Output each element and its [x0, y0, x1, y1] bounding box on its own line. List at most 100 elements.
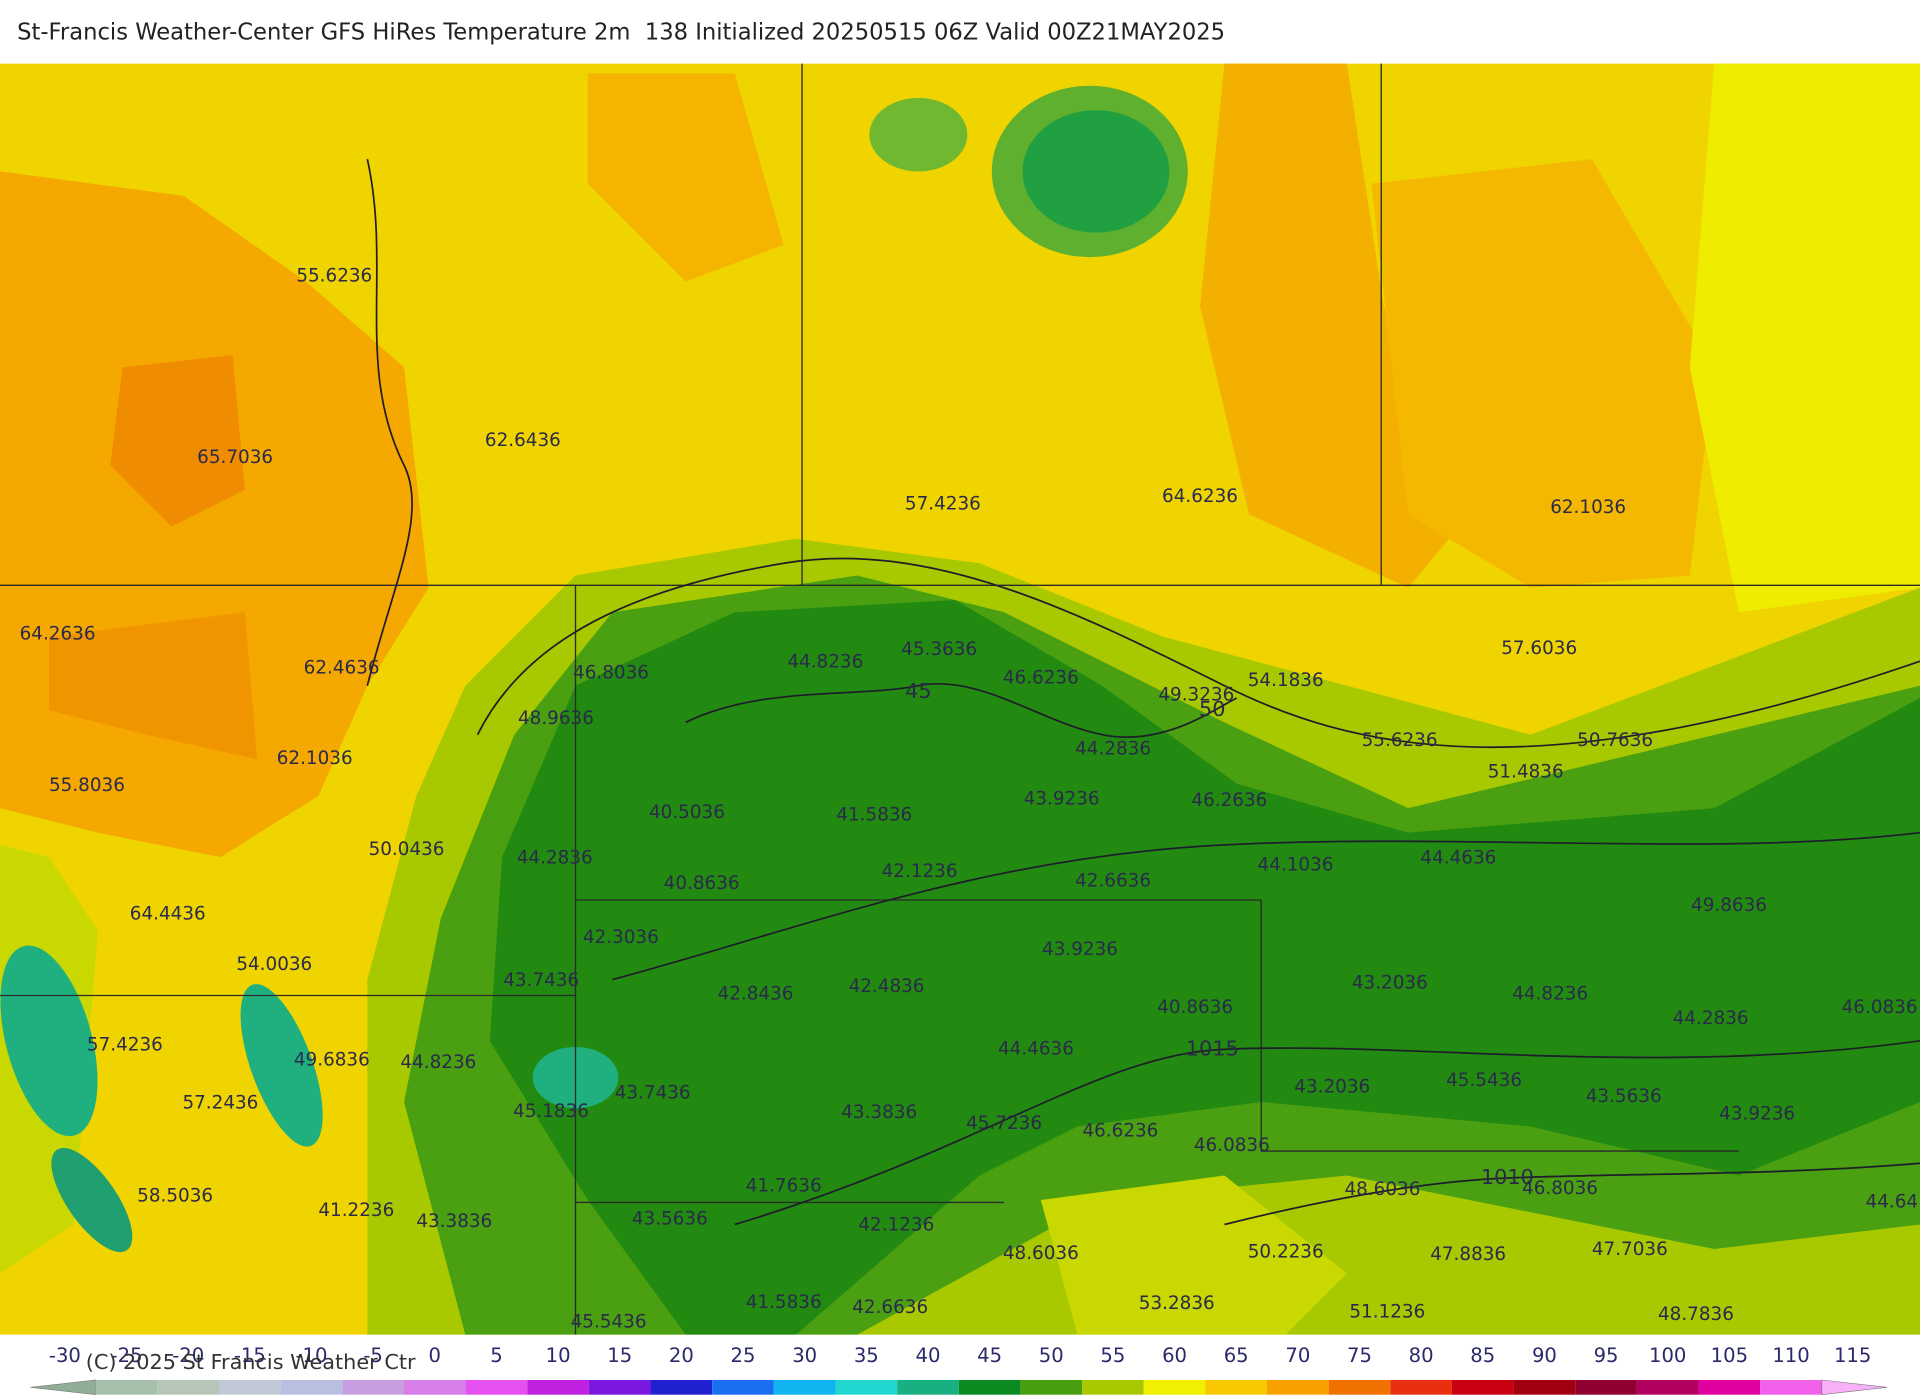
contour — [1224, 1162, 1920, 1226]
contour — [366, 159, 413, 686]
temperature-label: 45.5436 — [1446, 1070, 1522, 1091]
colorbar-segment — [1698, 1380, 1761, 1395]
temperature-label: 62.1036 — [277, 748, 353, 769]
colorbar-tick-label: -5 — [363, 1344, 383, 1367]
temperature-label: 42.6636 — [1075, 871, 1151, 892]
temperature-label: 41.2236 — [318, 1200, 394, 1221]
colorbar-segment — [1020, 1380, 1083, 1395]
temperature-label: 42.3036 — [583, 927, 659, 948]
colorbar-tick-label: 90 — [1532, 1344, 1557, 1367]
temperature-label: 44.2836 — [1673, 1008, 1749, 1029]
temperature-label: 41.5836 — [746, 1292, 822, 1313]
colorbar-tick-label: 110 — [1772, 1344, 1809, 1367]
temperature-label: 45.5436 — [571, 1311, 647, 1332]
colorbar-segment — [95, 1380, 158, 1395]
colorbar-tick-label: 15 — [607, 1344, 632, 1367]
temperature-label: 62.6436 — [485, 430, 561, 451]
temperature-label: 42.4836 — [849, 976, 925, 997]
temperature-label: 44.8236 — [400, 1052, 476, 1073]
colorbar-tick-label: 40 — [915, 1344, 940, 1367]
temperature-label: 50.7636 — [1577, 730, 1653, 751]
title: St-Francis Weather-Center GFS HiRes Temp… — [17, 20, 1225, 46]
temperature-label: 43.2036 — [1352, 972, 1428, 993]
colorbar-segment — [1575, 1380, 1637, 1395]
contour — [685, 682, 1238, 738]
temperature-label: 42.6636 — [852, 1297, 928, 1318]
colorbar-segment — [280, 1380, 343, 1395]
temperature-label: 46.8036 — [1522, 1178, 1598, 1199]
temperature-label: 55.8036 — [49, 775, 125, 796]
temperature-label: 41.7636 — [746, 1176, 822, 1197]
temperature-label: 44.4636 — [998, 1038, 1074, 1059]
colorbar-segment — [773, 1380, 836, 1395]
temperature-label: 50.2236 — [1248, 1242, 1324, 1263]
temperature-label: 47.7036 — [1592, 1239, 1668, 1260]
colorbar-tick-label: 30 — [792, 1344, 817, 1367]
temperature-label: 44.8236 — [787, 651, 863, 672]
colorbar-tick-label: 20 — [669, 1344, 694, 1367]
colorbar-segment — [897, 1380, 959, 1395]
colorbar-tick-label: 35 — [854, 1344, 879, 1367]
contour — [612, 831, 1920, 981]
temperature-label: 54.0036 — [236, 954, 312, 975]
temperature-label: 57.6036 — [1501, 638, 1577, 659]
temperature-label: 44.2836 — [1075, 738, 1151, 759]
temperature-label: 43.5636 — [632, 1209, 708, 1230]
temperature-label: 49.6836 — [294, 1049, 370, 1070]
colorbar-segment — [1636, 1380, 1699, 1395]
colorbar-tick-label: 45 — [977, 1344, 1002, 1367]
colorbar-tick-label: 10 — [546, 1344, 571, 1367]
colorbar-segment — [342, 1380, 404, 1395]
temperature-label: 64.4436 — [130, 904, 206, 925]
mild-region — [1040, 1175, 1347, 1335]
colorbar-segment — [1328, 1380, 1391, 1395]
temperature-label: 43.2036 — [1294, 1076, 1370, 1097]
temperature-label: 45.7236 — [966, 1113, 1042, 1134]
colorbar-segment — [712, 1380, 774, 1395]
colorbar-tick-label: 80 — [1409, 1344, 1434, 1367]
temperature-label: 58.5036 — [137, 1185, 213, 1206]
temperature-label: 46.0836 — [1194, 1135, 1270, 1156]
colorbar-tick-label: 55 — [1100, 1344, 1125, 1367]
colorbar-tick-label: -20 — [172, 1344, 204, 1367]
colorbar-segment — [527, 1380, 589, 1395]
colorbar-tick-label: 100 — [1649, 1344, 1686, 1367]
colorbar-tick-label: 50 — [1039, 1344, 1064, 1367]
colorbar-segment — [1760, 1380, 1822, 1395]
colorbar-tick-label: 85 — [1470, 1344, 1495, 1367]
cold-spot — [0, 945, 98, 1137]
temperature-label: 40.8636 — [664, 873, 740, 894]
temperature-label: 55.6236 — [296, 266, 372, 287]
temperature-label: 42.1236 — [858, 1215, 934, 1236]
colorbar-tick-label: 5 — [490, 1344, 502, 1367]
colorbar-segment — [403, 1380, 466, 1395]
temperature-label: 40.8636 — [1157, 997, 1233, 1018]
temperature-label: 64.6236 — [1162, 486, 1238, 507]
mild-region — [1689, 63, 1920, 613]
temperature-label: 43.5636 — [1586, 1086, 1662, 1107]
temperature-label: 43.3836 — [416, 1211, 492, 1232]
temperature-label: 43.7436 — [503, 970, 579, 991]
temperature-label: 44.64 — [1866, 1191, 1919, 1212]
temperature-label: 46.6236 — [1003, 667, 1079, 688]
temperature-label: 48.7836 — [1658, 1304, 1734, 1325]
colorbar-segment — [835, 1380, 898, 1395]
colorbar-tick-label: -30 — [49, 1344, 81, 1367]
colorbar-tick-label: -25 — [111, 1344, 143, 1367]
colorbar-tick-label: 115 — [1834, 1344, 1871, 1367]
colorbar-segment — [1082, 1380, 1144, 1395]
temperature-label: 43.9236 — [1719, 1103, 1795, 1124]
colorbar-segment — [1205, 1380, 1268, 1395]
temperature-label: 62.1036 — [1550, 497, 1626, 518]
colorbar-tick-label: -10 — [295, 1344, 327, 1367]
temperature-label: 45.3636 — [901, 639, 977, 660]
temperature-label: 50.0436 — [369, 839, 445, 860]
colorbar-tick-label: 0 — [429, 1344, 441, 1367]
temperature-label: 44.1036 — [1258, 855, 1334, 876]
temperature-label: 44.8236 — [1512, 983, 1588, 1004]
temperature-label: 47.8836 — [1430, 1244, 1506, 1265]
temperature-label: 49.8636 — [1691, 895, 1767, 916]
contour-label: 1015 — [1186, 1036, 1239, 1060]
temperature-label: 40.5036 — [649, 802, 725, 823]
